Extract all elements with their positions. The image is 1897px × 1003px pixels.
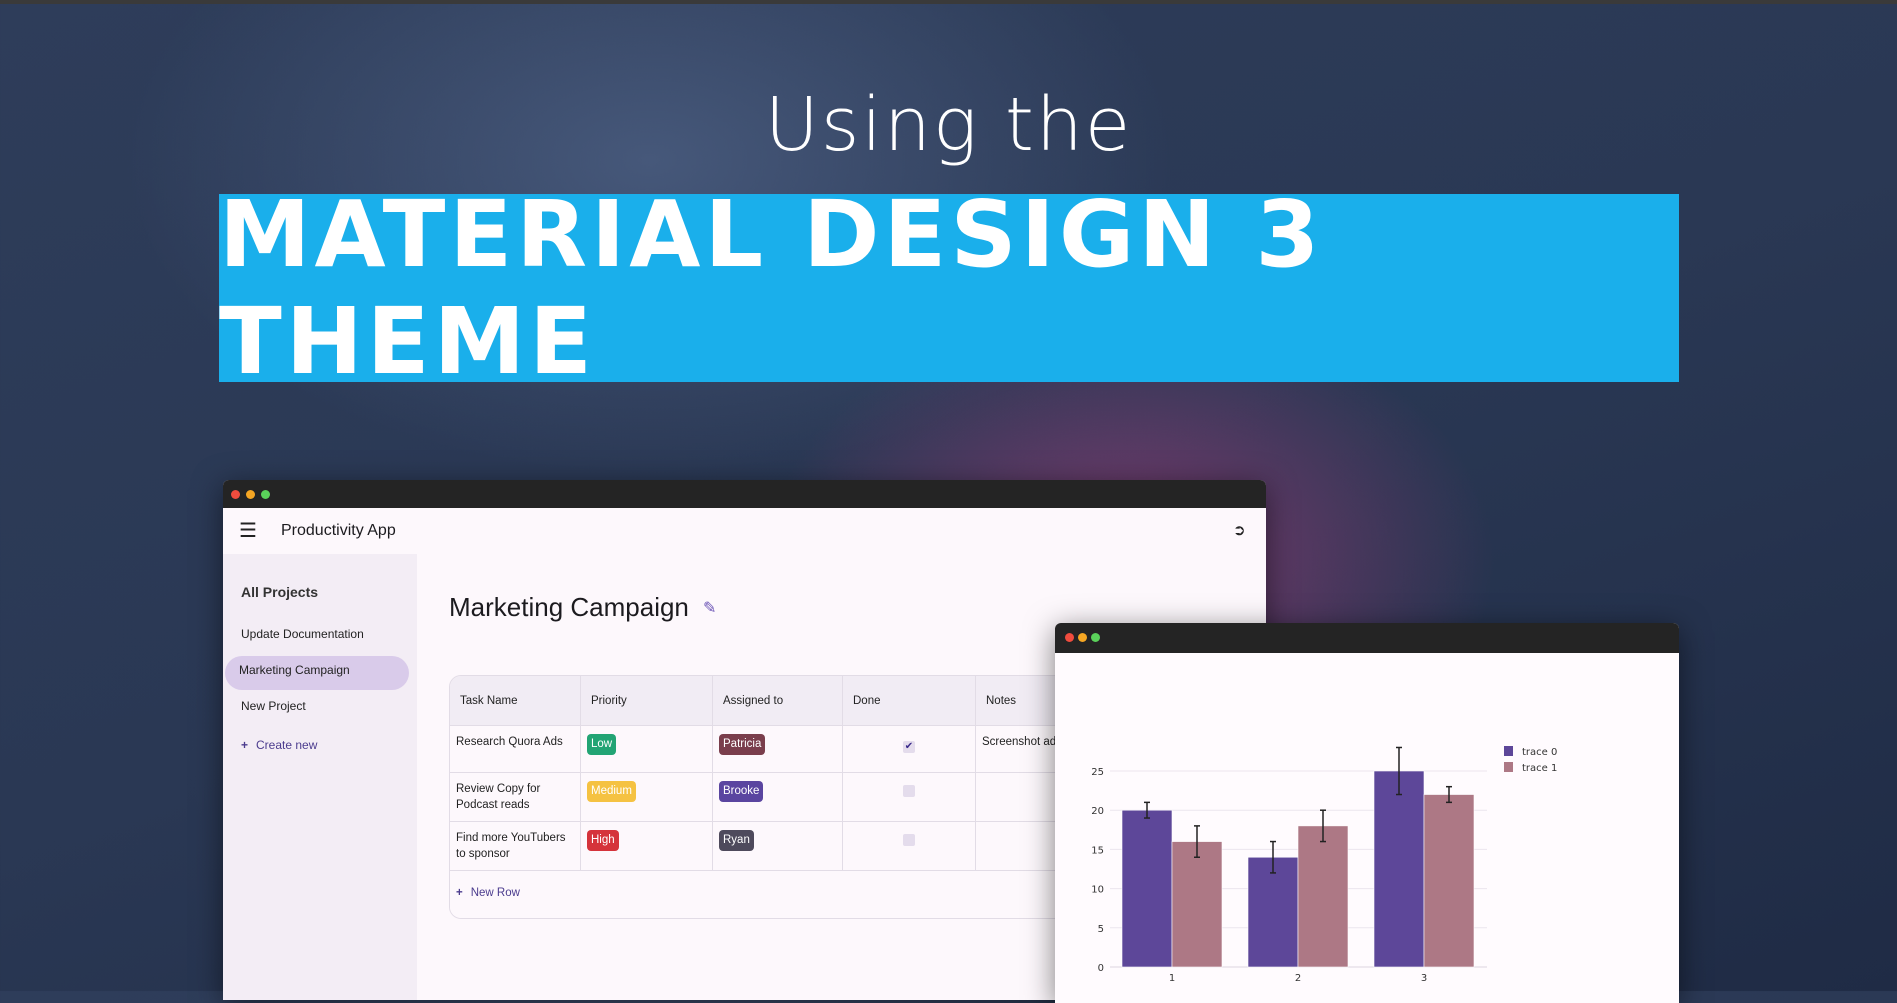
minimize-window-button[interactable] [1078, 633, 1087, 642]
task-name-cell[interactable]: Research Quora Ads [450, 726, 581, 773]
y-tick-label: 5 [1098, 924, 1104, 935]
priority-chip[interactable]: Medium [587, 781, 636, 802]
y-tick-label: 20 [1091, 806, 1104, 817]
sidebar-active-indicator [225, 656, 409, 690]
y-tick-label: 15 [1091, 845, 1104, 856]
legend-swatch [1504, 762, 1513, 772]
task-name-cell[interactable]: Find more YouTubers to sponsor [450, 822, 581, 871]
app-window: ☰ Productivity App ➲ All Projects Update… [223, 480, 1266, 1000]
plus-icon: + [241, 738, 249, 752]
create-new-label: Create new [256, 738, 318, 752]
legend-label: trace 0 [1522, 747, 1557, 758]
priority-chip[interactable]: High [587, 830, 619, 851]
y-tick-label: 25 [1091, 767, 1104, 778]
close-window-button[interactable] [1065, 633, 1074, 642]
column-header: Done [843, 676, 976, 726]
column-header: Priority [581, 676, 713, 726]
zoom-window-button[interactable] [1091, 633, 1100, 642]
edit-pencil-icon[interactable]: ✎ [703, 600, 717, 617]
done-checkbox-checked[interactable]: ✔ [903, 741, 915, 753]
bar-trace-1 [1297, 825, 1349, 968]
hero-subtitle: Using the [764, 82, 1133, 168]
chart-window: 0 5 10 15 20 25 1 2 3 trace 0 trace 1 [1055, 623, 1679, 1003]
y-tick-label: 10 [1091, 885, 1104, 896]
top-border [0, 0, 1897, 4]
sidebar-heading: All Projects [241, 584, 319, 600]
tasks-table: Task Name Priority Assigned to Done Note… [449, 675, 1249, 919]
zoom-window-button[interactable] [261, 490, 270, 499]
minimize-window-button[interactable] [246, 490, 255, 499]
bar-trace-1 [1423, 794, 1475, 968]
x-tick-label: 3 [1421, 973, 1427, 984]
done-checkbox[interactable] [903, 785, 915, 797]
x-tick-label: 2 [1295, 973, 1301, 984]
app-bar: ☰ Productivity App ➲ [223, 508, 1266, 554]
hero-title: MATERIAL DESIGN 3 THEME [219, 181, 1324, 395]
app-title: Productivity App [281, 522, 396, 539]
new-row-label: New Row [470, 887, 520, 899]
y-tick-label: 0 [1098, 963, 1104, 974]
bar-chart: 0 5 10 15 20 25 1 2 3 trace 0 trace 1 [1091, 746, 1557, 984]
window-titlebar [223, 480, 1266, 508]
assignee-chip[interactable]: Ryan [719, 830, 754, 851]
bar-trace-1 [1171, 841, 1223, 968]
table-row[interactable]: Find more YouTubers to sponsor High Ryan [450, 822, 1248, 871]
priority-chip[interactable]: Low [587, 734, 617, 755]
column-header: Assigned to [713, 676, 843, 726]
sidebar-item-update-documentation[interactable]: Update Documentation [241, 627, 364, 641]
assignee-chip[interactable]: Brooke [719, 781, 764, 802]
task-name-cell[interactable]: Review Copy for Podcast reads [450, 773, 581, 822]
sidebar-item-marketing-campaign[interactable]: Marketing Campaign [239, 663, 350, 677]
done-checkbox[interactable] [903, 834, 915, 846]
project-title: Marketing Campaign [449, 592, 689, 622]
assignee-chip[interactable]: Patricia [719, 734, 766, 755]
bar-trace-0 [1121, 809, 1173, 968]
window-titlebar [1055, 623, 1679, 653]
legend-label: trace 1 [1522, 763, 1557, 774]
logout-icon[interactable]: ➲ [1233, 522, 1246, 539]
bar-trace-0 [1373, 770, 1425, 968]
hamburger-icon[interactable]: ☰ [239, 520, 257, 542]
x-tick-label: 1 [1169, 973, 1175, 984]
bar-trace-0 [1247, 856, 1299, 968]
sidebar: All Projects Update Documentation Market… [223, 554, 417, 1000]
close-window-button[interactable] [231, 490, 240, 499]
create-new-button[interactable]: + Create new [241, 738, 317, 752]
legend-swatch [1504, 746, 1513, 756]
sidebar-item-new-project[interactable]: New Project [241, 699, 306, 713]
plus-icon: + [456, 887, 463, 899]
column-header: Task Name [450, 676, 581, 726]
hero-banner: MATERIAL DESIGN 3 THEME [219, 181, 1679, 395]
